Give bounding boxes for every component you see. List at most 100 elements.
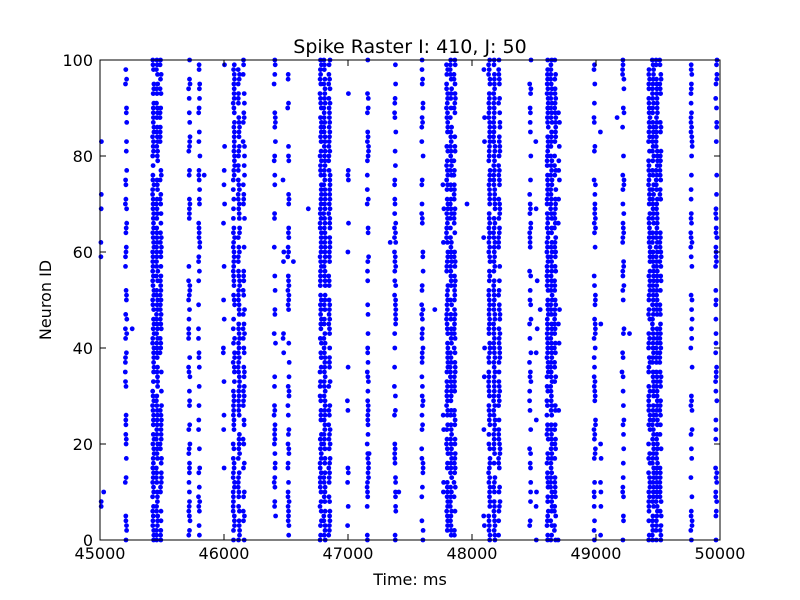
spike-point bbox=[451, 158, 457, 164]
spike-point bbox=[592, 283, 597, 288]
spike-point bbox=[231, 278, 237, 284]
spike-point bbox=[533, 350, 539, 356]
spike-point bbox=[444, 316, 449, 322]
spike-point bbox=[646, 441, 651, 447]
spike-point bbox=[496, 460, 502, 466]
spike-point bbox=[326, 211, 332, 217]
spike-point bbox=[326, 422, 332, 428]
spike-point bbox=[650, 436, 655, 442]
spike-point bbox=[445, 148, 451, 154]
spike-point bbox=[327, 115, 332, 120]
spike-point bbox=[123, 436, 129, 442]
spike-point bbox=[646, 345, 651, 351]
spike-point bbox=[440, 412, 446, 418]
spike-point bbox=[591, 427, 597, 432]
spike-point bbox=[123, 67, 129, 72]
spike-point bbox=[155, 374, 160, 380]
spike-point bbox=[553, 187, 559, 193]
spike-point bbox=[236, 144, 242, 149]
spike-point bbox=[236, 446, 242, 452]
spike-point bbox=[658, 374, 664, 380]
spike-point bbox=[591, 456, 597, 461]
spike-point bbox=[713, 206, 719, 212]
spike-point bbox=[548, 369, 554, 375]
spike-point bbox=[714, 398, 720, 404]
spike-point bbox=[689, 72, 695, 77]
spike-point bbox=[449, 475, 455, 480]
spike-point bbox=[487, 340, 493, 346]
spike-point bbox=[444, 326, 450, 332]
spike-point bbox=[322, 273, 327, 279]
spike-point bbox=[445, 340, 450, 346]
spike-point bbox=[545, 278, 550, 284]
spike-point bbox=[236, 489, 242, 495]
spike-point bbox=[124, 331, 130, 336]
spike-point bbox=[326, 153, 332, 159]
spike-point bbox=[657, 172, 663, 178]
spike-point bbox=[186, 532, 192, 538]
spike-point bbox=[598, 504, 604, 509]
spike-point bbox=[688, 235, 694, 241]
spike-point bbox=[621, 86, 627, 92]
spike-point bbox=[651, 211, 656, 217]
spike-point bbox=[231, 81, 237, 87]
spike-point bbox=[196, 302, 202, 308]
spike-point bbox=[651, 67, 656, 72]
spike-point bbox=[231, 412, 236, 418]
spike-point bbox=[646, 312, 651, 317]
spike-point bbox=[317, 504, 323, 509]
spike-point bbox=[486, 249, 492, 255]
spike-point bbox=[232, 480, 237, 485]
spike-point bbox=[155, 72, 160, 77]
spike-point bbox=[487, 177, 493, 183]
spike-point bbox=[318, 451, 324, 456]
spike-point bbox=[345, 465, 351, 471]
spike-point bbox=[240, 288, 246, 293]
spike-point bbox=[492, 196, 497, 202]
spike-point bbox=[491, 408, 497, 413]
spike-point bbox=[327, 518, 333, 524]
spike-point bbox=[448, 379, 454, 384]
spike-point bbox=[548, 484, 553, 490]
spike-point bbox=[197, 268, 202, 274]
spike-point bbox=[124, 76, 129, 82]
spike-point bbox=[658, 177, 664, 183]
spike-point bbox=[545, 456, 551, 461]
spike-point bbox=[448, 91, 454, 96]
spike-point bbox=[197, 446, 202, 452]
spike-point bbox=[231, 225, 237, 231]
spike-point bbox=[528, 220, 534, 226]
spike-point bbox=[497, 110, 503, 116]
spike-point bbox=[713, 216, 719, 221]
spike-point bbox=[487, 120, 493, 125]
spike-point bbox=[327, 508, 333, 514]
spike-point bbox=[713, 340, 719, 346]
spike-point bbox=[236, 393, 242, 399]
spike-point bbox=[393, 316, 399, 322]
spike-point bbox=[445, 220, 450, 226]
spike-point bbox=[650, 216, 656, 221]
spike-point bbox=[273, 340, 278, 346]
spike-point bbox=[553, 494, 558, 500]
spike-point bbox=[650, 331, 656, 336]
spike-point bbox=[345, 398, 350, 404]
spike-point bbox=[364, 369, 370, 375]
spike-point bbox=[657, 86, 663, 92]
spike-point bbox=[527, 201, 533, 207]
spike-point bbox=[159, 456, 164, 461]
spike-point bbox=[158, 480, 164, 485]
spike-point bbox=[154, 451, 160, 456]
spike-point bbox=[420, 105, 426, 111]
spike-point bbox=[327, 192, 333, 197]
spike-point bbox=[449, 432, 454, 437]
spike-point bbox=[650, 158, 656, 164]
spike-point bbox=[322, 96, 327, 101]
spike-point bbox=[598, 480, 603, 485]
spike-point bbox=[650, 105, 656, 111]
spike-point bbox=[492, 76, 497, 82]
spike-point bbox=[658, 148, 664, 154]
spike-point bbox=[688, 508, 694, 514]
spike-point bbox=[445, 307, 450, 312]
spike-point bbox=[491, 182, 497, 188]
spike-point bbox=[496, 403, 501, 408]
